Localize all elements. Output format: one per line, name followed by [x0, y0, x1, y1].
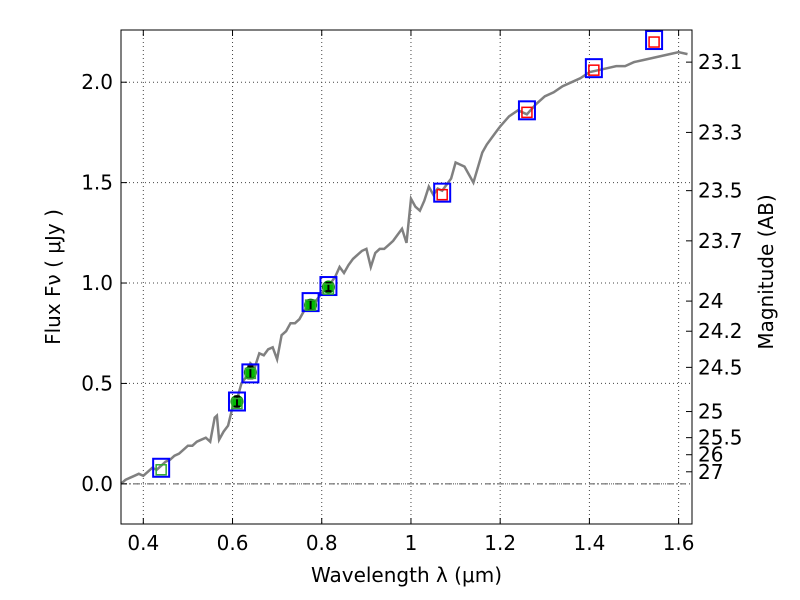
x-tick-label: 1 — [405, 531, 418, 555]
y-tick-label: 1.0 — [81, 271, 113, 295]
model-spectrum-line — [120, 50, 688, 485]
x-tick-label: 0.6 — [217, 531, 249, 555]
y2-tick-label: 25 — [698, 400, 723, 424]
y2-tick-label: 23.1 — [698, 50, 743, 74]
model-photometry-inner-box — [521, 106, 533, 119]
model-photometry-inner-box — [322, 283, 335, 295]
model-photometry-inner-box — [155, 464, 167, 476]
x-tick-label: 0.4 — [127, 531, 159, 555]
model-photometry-box — [227, 391, 246, 412]
y2-tick-label: 25.5 — [698, 426, 743, 450]
y2-tick-label: 23.5 — [698, 179, 743, 203]
model-photometry-box — [584, 58, 603, 79]
x-axis-label: Wavelength λ (μm) — [311, 563, 502, 587]
y2-tick-label: 26 — [698, 443, 723, 467]
model-photometry-inner-box — [304, 299, 317, 311]
plot-frame — [120, 29, 693, 525]
y2-tick-label: 23.3 — [698, 120, 743, 144]
model-photometry-box — [301, 292, 320, 313]
y2-tick-label: 23.7 — [698, 229, 743, 253]
model-photometry-box — [319, 276, 338, 297]
x-tick-label: 0.8 — [306, 531, 338, 555]
y2-tick-label: 27 — [698, 460, 723, 484]
x-tick-label: 1.4 — [573, 531, 605, 555]
axis-ticks — [121, 30, 692, 524]
y-axis-label: Flux Fν ( μJy ) — [41, 209, 65, 345]
y-tick-label: 1.5 — [81, 171, 113, 195]
model-photometry-box — [517, 100, 536, 121]
model-photometry-box — [645, 30, 664, 51]
y2-axis-label: Magnitude (AB) — [754, 194, 778, 349]
tick-labels: 0.4 0.6 0.8 1 1.2 1.4 1.6 0.0 0.5 1.0 1.5 2.0 23.1 23… — [81, 50, 742, 555]
model-photometry-inner-box — [231, 397, 243, 410]
model-photometry-inner-box — [244, 367, 257, 380]
model-photometry-box — [433, 182, 452, 203]
model-photometry-inner-box — [648, 36, 660, 48]
model-spectrum — [120, 50, 688, 485]
model-photometry-inner-box — [436, 188, 448, 201]
model-photometry-inner-box — [588, 64, 600, 76]
model-photometry-box — [241, 363, 260, 384]
y-tick-label: 2.0 — [81, 70, 113, 94]
y2-tick-label: 24 — [698, 289, 723, 313]
y-tick-label: 0.0 — [81, 472, 113, 496]
y2-tick-label: 24.2 — [698, 319, 743, 343]
model-photometry-box — [152, 457, 171, 478]
y2-tick-label: 24.5 — [698, 355, 743, 379]
x-tick-label: 1.2 — [484, 531, 516, 555]
model-photometry-boxes — [152, 30, 664, 478]
y-tick-label: 0.5 — [81, 371, 113, 395]
x-tick-label: 1.6 — [663, 531, 695, 555]
